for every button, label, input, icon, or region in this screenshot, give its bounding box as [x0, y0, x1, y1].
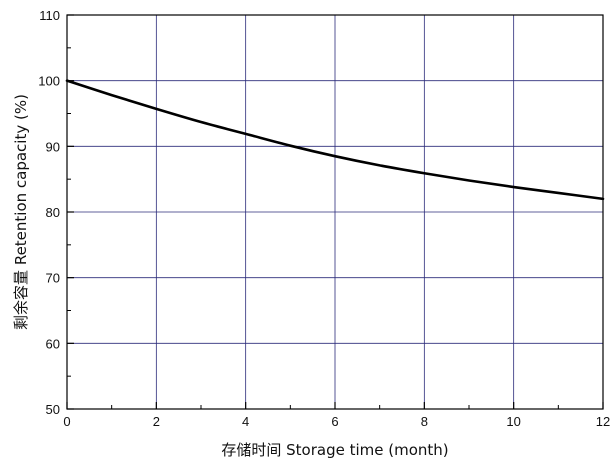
- y-tick-label-3: 80: [46, 205, 60, 220]
- y-tick-label-0: 50: [46, 402, 60, 417]
- x-axis-label: 存储时间 Storage time (month): [221, 441, 448, 459]
- y-axis-label: 剩余容量 Retention capacity (%): [12, 94, 30, 330]
- x-tick-label-0: 0: [63, 414, 70, 429]
- x-tick-label-2: 4: [242, 414, 249, 429]
- series-line-0: [65, 79, 605, 201]
- y-tick-label-5: 100: [38, 74, 60, 89]
- y-tick-label-6: 110: [39, 8, 60, 23]
- x-tick-label-1: 2: [153, 414, 160, 429]
- y-tick-label-1: 60: [46, 336, 60, 351]
- tick-labels: 0 2 4 6 8 10 12 50 60 70 80 90 100 110: [38, 8, 610, 429]
- minor-ticks: [67, 47, 559, 409]
- x-tick-label-6: 12: [596, 414, 610, 429]
- x-tick-label-5: 10: [506, 414, 520, 429]
- x-tick-label-4: 8: [421, 414, 428, 429]
- y-tick-label-2: 70: [46, 271, 60, 286]
- x-tick-label-3: 6: [331, 414, 338, 429]
- series-layer: [65, 79, 605, 201]
- y-tick-label-4: 90: [46, 139, 60, 154]
- grid-lines: [67, 15, 603, 409]
- major-ticks: [66, 14, 604, 410]
